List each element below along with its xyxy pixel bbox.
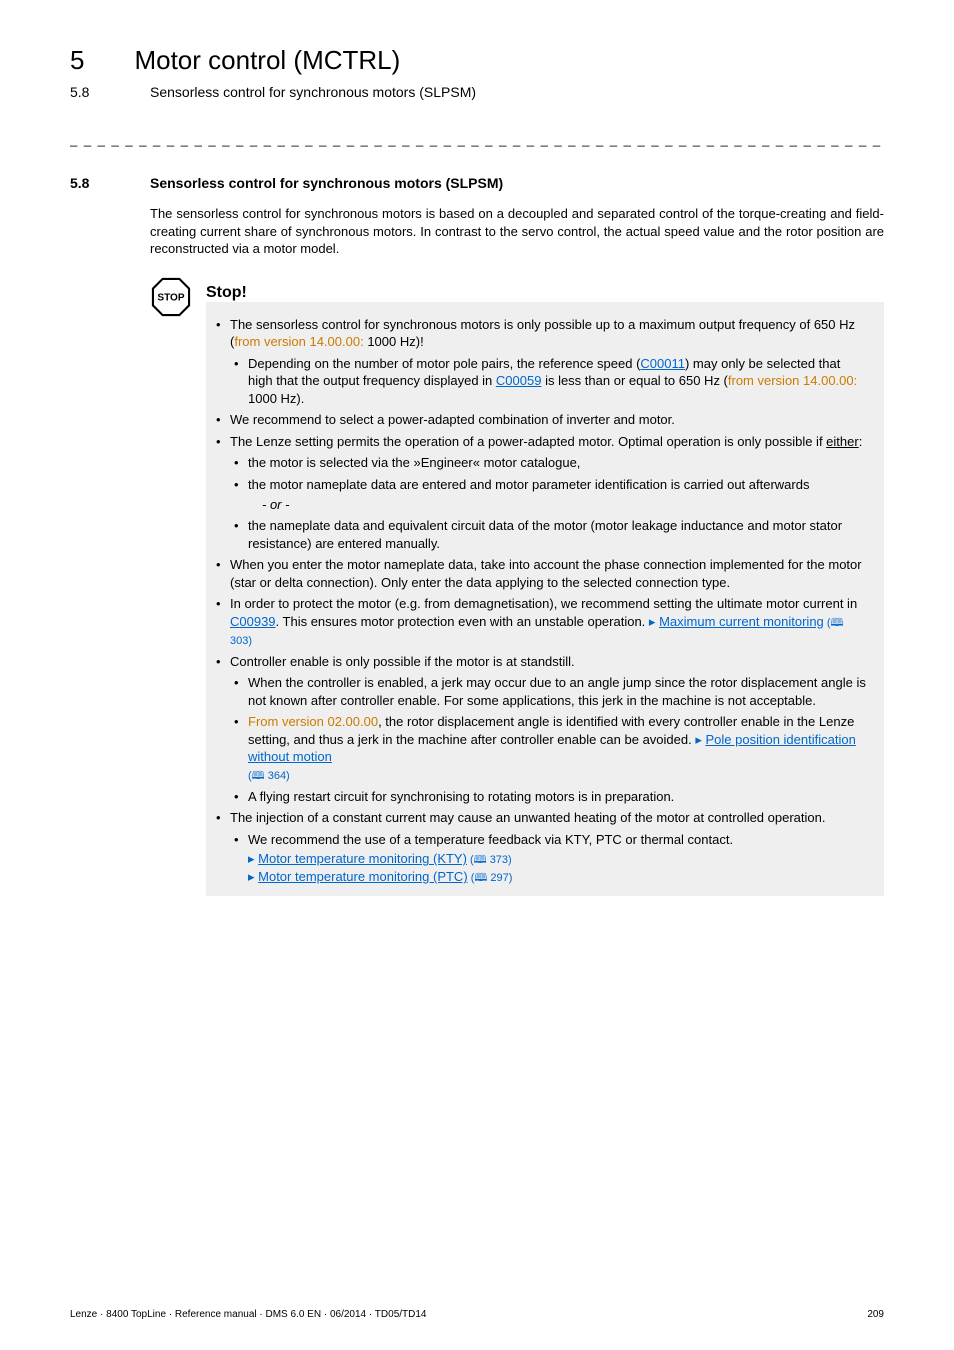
page-ref-364[interactable]: (🕮 364) — [248, 770, 290, 782]
bullet-4: When you enter the motor nameplate data,… — [216, 556, 868, 591]
bullet-6: Controller enable is only possible if th… — [216, 653, 868, 806]
bullet-1: The sensorless control for synchronous m… — [216, 316, 868, 408]
chapter-number: 5 — [70, 45, 84, 76]
subsection-number: 5.8 — [70, 84, 100, 100]
footer-left: Lenze · 8400 TopLine · Reference manual … — [70, 1309, 427, 1320]
stop-heading: Stop! — [206, 284, 884, 302]
or-text: - or - — [262, 496, 868, 514]
link-c00059[interactable]: C00059 — [496, 373, 542, 388]
bullet-6-1: When the controller is enabled, a jerk m… — [234, 674, 868, 709]
bullet-3: The Lenze setting permits the operation … — [216, 433, 868, 552]
intro-paragraph: The sensorless control for synchronous m… — [150, 205, 884, 258]
svg-text:STOP: STOP — [157, 292, 185, 303]
link-c00939[interactable]: C00939 — [230, 614, 276, 629]
section-number: 5.8 — [70, 175, 100, 191]
bullet-1-1: Depending on the number of motor pole pa… — [234, 355, 868, 408]
separator: _ _ _ _ _ _ _ _ _ _ _ _ _ _ _ _ _ _ _ _ … — [70, 132, 884, 147]
link-max-current[interactable]: Maximum current monitoring — [659, 614, 824, 629]
link-c00011[interactable]: C00011 — [640, 356, 685, 371]
bullet-7: The injection of a constant current may … — [216, 809, 868, 886]
bullet-5: In order to protect the motor (e.g. from… — [216, 595, 868, 648]
section-title: Sensorless control for synchronous motor… — [150, 175, 503, 191]
stop-content-box: The sensorless control for synchronous m… — [206, 302, 884, 896]
bullet-2: We recommend to select a power-adapted c… — [216, 411, 868, 429]
bullet-7-1: We recommend the use of a temperature fe… — [234, 831, 868, 886]
footer-page-number: 209 — [867, 1309, 884, 1320]
chapter-title: Motor control (MCTRL) — [134, 45, 400, 76]
bullet-3-2: the motor nameplate data are entered and… — [234, 476, 868, 513]
stop-block: STOP Stop! The sensorless control for sy… — [150, 276, 884, 896]
link-motor-kty[interactable]: Motor temperature monitoring (KTY) — [258, 851, 467, 866]
bullet-6-2: From version 02.00.00, the rotor displac… — [234, 713, 868, 783]
page-ref-297[interactable]: (🕮 297) — [468, 872, 513, 884]
bullet-3-1: the motor is selected via the »Engineer«… — [234, 454, 868, 472]
subsection-title: Sensorless control for synchronous motor… — [150, 84, 476, 100]
bullet-3-3: the nameplate data and equivalent circui… — [234, 517, 868, 552]
footer: Lenze · 8400 TopLine · Reference manual … — [70, 1309, 884, 1320]
link-motor-ptc[interactable]: Motor temperature monitoring (PTC) — [258, 869, 468, 884]
page-ref-373[interactable]: (🕮 373) — [467, 854, 512, 866]
bullet-6-3: A flying restart circuit for synchronisi… — [234, 788, 868, 806]
stop-icon: STOP — [150, 276, 192, 318]
